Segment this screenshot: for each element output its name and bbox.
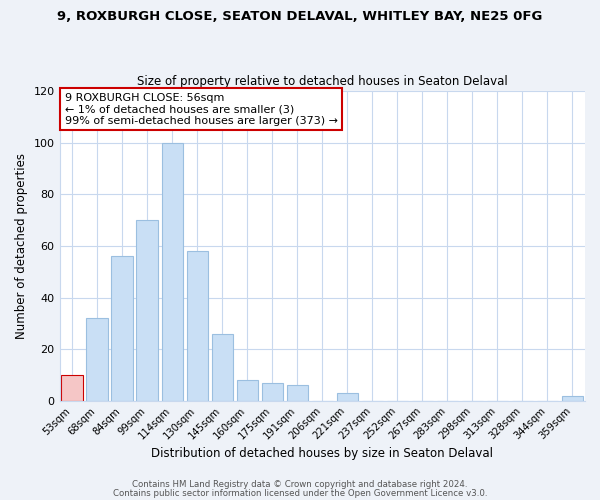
Bar bbox=[112, 256, 133, 401]
Bar bbox=[61, 375, 83, 401]
Y-axis label: Number of detached properties: Number of detached properties bbox=[15, 153, 28, 339]
Text: 9 ROXBURGH CLOSE: 56sqm
← 1% of detached houses are smaller (3)
99% of semi-deta: 9 ROXBURGH CLOSE: 56sqm ← 1% of detached… bbox=[65, 92, 338, 126]
Text: Contains public sector information licensed under the Open Government Licence v3: Contains public sector information licen… bbox=[113, 489, 487, 498]
Bar bbox=[212, 334, 233, 401]
Bar bbox=[337, 393, 358, 401]
Bar bbox=[236, 380, 258, 401]
Text: Contains HM Land Registry data © Crown copyright and database right 2024.: Contains HM Land Registry data © Crown c… bbox=[132, 480, 468, 489]
X-axis label: Distribution of detached houses by size in Seaton Delaval: Distribution of detached houses by size … bbox=[151, 447, 493, 460]
Title: Size of property relative to detached houses in Seaton Delaval: Size of property relative to detached ho… bbox=[137, 76, 508, 88]
Text: 9, ROXBURGH CLOSE, SEATON DELAVAL, WHITLEY BAY, NE25 0FG: 9, ROXBURGH CLOSE, SEATON DELAVAL, WHITL… bbox=[58, 10, 542, 23]
Bar bbox=[187, 251, 208, 401]
Bar bbox=[86, 318, 108, 401]
Bar bbox=[262, 383, 283, 401]
Bar bbox=[161, 142, 183, 401]
Bar bbox=[562, 396, 583, 401]
Bar bbox=[287, 386, 308, 401]
Bar bbox=[136, 220, 158, 401]
